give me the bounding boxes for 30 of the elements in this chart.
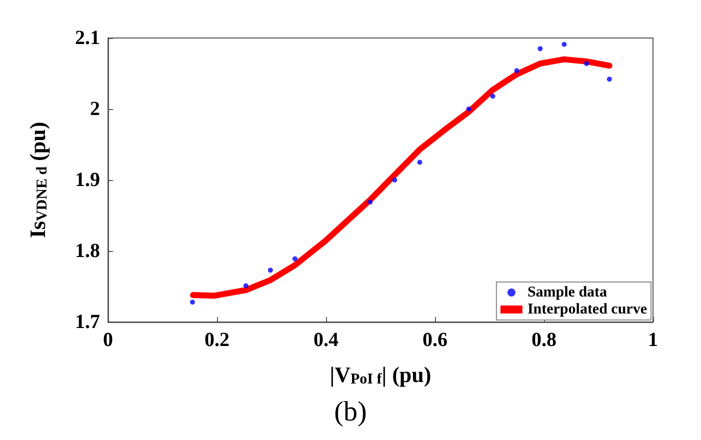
point [243,283,248,288]
y-tick-label: 1.9 [75,169,100,191]
legend-label: Sample data [527,284,608,300]
x-tick-label: 0 [103,329,113,351]
x-tick-label: 0.4 [314,329,338,351]
y-tick-label: 1.7 [75,311,100,333]
point [514,68,520,74]
y-tick-label: 2.1 [75,27,100,49]
x-axis-title: |VPoI f| (pu) [330,362,432,388]
x-tick-label: 0.6 [422,329,448,351]
point [538,46,543,52]
point [606,76,612,82]
y-tick-label: 2 [90,98,100,120]
x-tick-label: 0.8 [532,329,556,351]
point [268,268,273,273]
point [190,300,195,305]
point [392,178,398,182]
point [466,106,472,112]
point [417,160,422,165]
point [562,42,567,47]
text: (b) [334,396,367,428]
x-tick-label: 1 [648,329,658,351]
point [584,61,590,66]
legend-label: Interpolated curve [527,302,648,318]
point [368,200,373,205]
point [490,94,496,99]
y-axis-title: IsVDNE d (pu) [25,122,50,238]
point [292,256,298,262]
y-tick-label: 1.8 [75,240,100,262]
x-tick-label: 0.2 [204,329,230,351]
